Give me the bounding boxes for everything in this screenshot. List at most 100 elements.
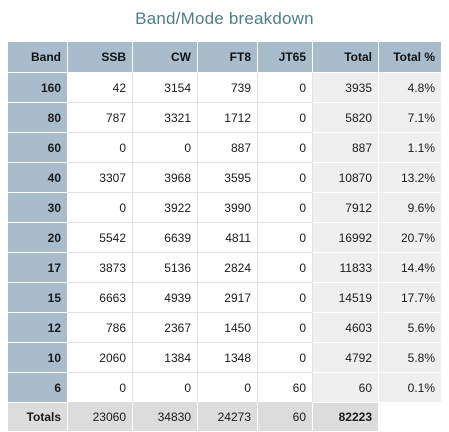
cell-total: 11833 (312, 252, 379, 283)
cell-cw: 0 (132, 372, 198, 403)
row-header-band: 40 (7, 162, 68, 193)
cell-total-pct: 5.8% (378, 342, 442, 373)
cell-cw: 3154 (132, 72, 198, 103)
cell-total-pct: 13.2% (378, 162, 442, 193)
cell-ft8: 2824 (197, 252, 258, 283)
row-header-band: 60 (7, 132, 68, 163)
table-row: 12 786 2367 1450 0 4603 5.6% (7, 312, 442, 343)
page-title: Band/Mode breakdown (135, 9, 314, 28)
cell-cw: 3968 (132, 162, 198, 193)
totals-pct-empty (378, 402, 442, 432)
cell-total-pct: 7.1% (378, 102, 442, 133)
cell-total: 60 (312, 372, 379, 403)
cell-cw: 0 (132, 132, 198, 163)
cell-total: 14519 (312, 282, 379, 313)
cell-ssb: 787 (67, 102, 133, 133)
row-header-band: 30 (7, 192, 68, 223)
cell-jt65: 0 (257, 342, 313, 373)
totals-ssb: 23060 (67, 402, 133, 432)
cell-ft8: 887 (197, 132, 258, 163)
table-row: 80 787 3321 1712 0 5820 7.1% (7, 102, 442, 133)
cell-ft8: 3595 (197, 162, 258, 193)
cell-jt65: 0 (257, 222, 313, 253)
cell-ssb: 0 (67, 192, 133, 223)
row-header-band: 20 (7, 222, 68, 253)
cell-total: 4792 (312, 342, 379, 373)
cell-total-pct: 5.6% (378, 312, 442, 343)
cell-cw: 6639 (132, 222, 198, 253)
column-header-ft8: FT8 (197, 41, 258, 73)
row-header-band: 160 (7, 72, 68, 103)
cell-total: 887 (312, 132, 379, 163)
row-header-band: 15 (7, 282, 68, 313)
totals-row: Totals 23060 34830 24273 60 82223 (7, 402, 442, 432)
cell-cw: 3922 (132, 192, 198, 223)
cell-jt65: 0 (257, 312, 313, 343)
row-header-band: 17 (7, 252, 68, 283)
cell-total-pct: 1.1% (378, 132, 442, 163)
cell-jt65: 0 (257, 162, 313, 193)
cell-cw: 1384 (132, 342, 198, 373)
table-row: 20 5542 6639 4811 0 16992 20.7% (7, 222, 442, 253)
table-row: 40 3307 3968 3595 0 10870 13.2% (7, 162, 442, 193)
cell-ssb: 5542 (67, 222, 133, 253)
table-row: 17 3873 5136 2824 0 11833 14.4% (7, 252, 442, 283)
cell-ft8: 0 (197, 372, 258, 403)
column-header-ssb: SSB (67, 41, 133, 73)
cell-cw: 3321 (132, 102, 198, 133)
band-mode-table: Band SSB CW FT8 JT65 Total Total % 160 42… (7, 41, 442, 432)
row-header-band: 10 (7, 342, 68, 373)
row-header-band: 12 (7, 312, 68, 343)
cell-ssb: 42 (67, 72, 133, 103)
column-header-total: Total (312, 41, 379, 73)
column-header-cw: CW (132, 41, 198, 73)
totals-grand-total: 82223 (312, 402, 379, 432)
totals-jt65: 60 (257, 402, 313, 432)
header-row: Band SSB CW FT8 JT65 Total Total % (7, 41, 442, 73)
cell-ssb: 2060 (67, 342, 133, 373)
cell-ft8: 1348 (197, 342, 258, 373)
cell-ft8: 3990 (197, 192, 258, 223)
cell-jt65: 0 (257, 282, 313, 313)
cell-total: 10870 (312, 162, 379, 193)
cell-jt65: 0 (257, 192, 313, 223)
cell-ft8: 1712 (197, 102, 258, 133)
column-header-jt65: JT65 (257, 41, 313, 73)
table-body: 160 42 3154 739 0 3935 4.8% 80 787 3321 1712 0 5820 7… (7, 72, 442, 403)
column-header-band: Band (7, 41, 68, 73)
cell-ssb: 0 (67, 372, 133, 403)
column-header-total-pct: Total % (378, 41, 442, 73)
cell-total-pct: 4.8% (378, 72, 442, 103)
cell-ssb: 3873 (67, 252, 133, 283)
totals-cw: 34830 (132, 402, 198, 432)
cell-cw: 4939 (132, 282, 198, 313)
cell-total: 7912 (312, 192, 379, 223)
table-row: 15 6663 4939 2917 0 14519 17.7% (7, 282, 442, 313)
cell-total-pct: 0.1% (378, 372, 442, 403)
cell-total: 4603 (312, 312, 379, 343)
cell-total-pct: 14.4% (378, 252, 442, 283)
cell-total-pct: 20.7% (378, 222, 442, 253)
cell-total: 5820 (312, 102, 379, 133)
table-row: 6 0 0 0 60 60 0.1% (7, 372, 442, 403)
cell-ssb: 0 (67, 132, 133, 163)
cell-ft8: 739 (197, 72, 258, 103)
cell-ssb: 786 (67, 312, 133, 343)
table-row: 30 0 3922 3990 0 7912 9.6% (7, 192, 442, 223)
table-row: 160 42 3154 739 0 3935 4.8% (7, 72, 442, 103)
cell-total-pct: 17.7% (378, 282, 442, 313)
cell-ssb: 3307 (67, 162, 133, 193)
cell-jt65: 0 (257, 72, 313, 103)
cell-ft8: 4811 (197, 222, 258, 253)
cell-ft8: 2917 (197, 282, 258, 313)
cell-cw: 5136 (132, 252, 198, 283)
cell-jt65: 0 (257, 132, 313, 163)
cell-jt65: 0 (257, 102, 313, 133)
table-row: 10 2060 1384 1348 0 4792 5.8% (7, 342, 442, 373)
cell-total-pct: 9.6% (378, 192, 442, 223)
cell-ft8: 1450 (197, 312, 258, 343)
cell-ssb: 6663 (67, 282, 133, 313)
cell-total: 3935 (312, 72, 379, 103)
table-row: 60 0 0 887 0 887 1.1% (7, 132, 442, 163)
cell-total: 16992 (312, 222, 379, 253)
